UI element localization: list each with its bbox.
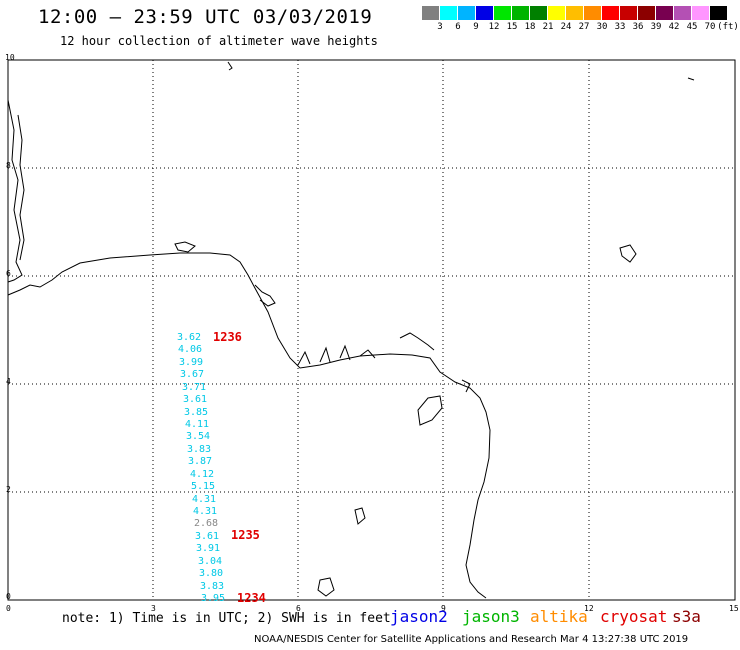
wave-height-value: 3.54 (186, 431, 211, 442)
wave-height-value: 2.68 (194, 518, 219, 529)
color-scale-swatch (458, 6, 475, 20)
wave-height-value: 3.95 (201, 593, 226, 604)
color-scale-label: 24 (560, 22, 572, 32)
satellite-legend-s3a: s3a (672, 607, 701, 626)
y-tick-6: 6 (6, 269, 11, 278)
color-scale-label: 21 (542, 22, 554, 32)
x-tick-12: 12 (584, 604, 594, 613)
satellite-legend-cryosat: cryosat (600, 607, 668, 626)
color-scale-swatch (422, 6, 439, 20)
color-scale-label: 3 (437, 22, 443, 32)
color-scale-swatch (548, 6, 565, 20)
wave-height-value: 4.06 (178, 344, 203, 355)
color-scale-swatch (674, 6, 691, 20)
wave-height-value: 5.15 (191, 481, 216, 492)
color-scale-swatch (638, 6, 655, 20)
x-tick-6: 6 (296, 604, 301, 613)
y-tick-10: 10 (5, 53, 15, 62)
satellite-legend-jason2: jason2 (390, 607, 448, 626)
coastline (7, 61, 695, 599)
wave-height-value: 3.71 (182, 382, 207, 393)
color-scale-swatch (566, 6, 583, 20)
color-scale-label: 39 (650, 22, 662, 32)
color-scale-swatch (656, 6, 673, 20)
y-tick-4: 4 (6, 377, 11, 386)
x-tick-0: 0 (6, 604, 11, 613)
wave-height-value: 3.61 (183, 394, 208, 405)
page-title: 12:00 – 23:59 UTC 03/03/2019 (38, 6, 373, 28)
map-frame (7, 59, 736, 601)
wave-height-value: 3.83 (187, 444, 212, 455)
color-scale-swatch (620, 6, 637, 20)
color-scale-swatch (476, 6, 493, 20)
wave-height-value: 3.61 (195, 531, 220, 542)
x-tick-15: 15 (729, 604, 739, 613)
wave-height-value: 3.87 (188, 456, 213, 467)
y-tick-0: 0 (6, 592, 11, 601)
x-tick-3: 3 (151, 604, 156, 613)
color-scale-label: 45 (686, 22, 698, 32)
color-scale-label: 30 (596, 22, 608, 32)
wave-height-value: 3.85 (184, 407, 209, 418)
note-text: note: 1) Time is in UTC; 2) SWH is in fe… (62, 611, 391, 626)
color-scale-swatch (584, 6, 601, 20)
footer-credit: NOAA/NESDIS Center for Satellite Applica… (254, 634, 689, 645)
satellite-legend-jason3: jason3 (462, 607, 520, 626)
wave-height-value: 3.83 (200, 581, 225, 592)
wave-height-value: 3.80 (199, 568, 224, 579)
x-tick-9: 9 (441, 604, 446, 613)
color-scale-label: 33 (614, 22, 626, 32)
wave-height-value: 3.91 (196, 543, 221, 554)
color-scale-label: 12 (488, 22, 500, 32)
y-tick-8: 8 (6, 161, 11, 170)
color-scale-legend: 3 6 9 12 15 18 21 24 27 30 33 36 39 42 45 70 (ft) (422, 6, 740, 36)
wave-height-value: 4.31 (193, 506, 218, 517)
wave-height-value: 4.12 (190, 469, 215, 480)
color-scale-label: 27 (578, 22, 590, 32)
wave-height-value: 3.67 (180, 369, 205, 380)
color-scale-label: 36 (632, 22, 644, 32)
color-scale-swatch (602, 6, 619, 20)
map-grid (8, 60, 735, 600)
color-scale-swatch (530, 6, 547, 20)
color-scale-swatch (710, 6, 727, 20)
color-scale-label: 9 (473, 22, 479, 32)
color-scale-swatch (494, 6, 511, 20)
wave-height-value: 3.99 (179, 357, 204, 368)
y-tick-2: 2 (6, 485, 11, 494)
color-scale-swatch (692, 6, 709, 20)
wave-height-value: 4.31 (192, 494, 217, 505)
color-scale-swatch (440, 6, 457, 20)
color-scale-label: 15 (506, 22, 518, 32)
color-scale-label: 6 (455, 22, 461, 32)
color-scale-label: 42 (668, 22, 680, 32)
wave-height-value: 3.62 (177, 332, 202, 343)
pass-time-label: 1235 (231, 528, 260, 542)
color-scale-label: 70 (704, 22, 716, 32)
pass-time-label: 1236 (213, 330, 242, 344)
pass-time-label: 1234 (237, 591, 266, 605)
page-subtitle: 12 hour collection of altimeter wave hei… (60, 34, 378, 48)
wave-height-value: 4.11 (185, 419, 210, 430)
color-scale-unit: (ft) (717, 22, 739, 32)
wave-height-value: 3.04 (198, 556, 223, 567)
satellite-legend-altika: altika (530, 607, 588, 626)
color-scale-swatch (512, 6, 529, 20)
color-scale-label: 18 (524, 22, 536, 32)
